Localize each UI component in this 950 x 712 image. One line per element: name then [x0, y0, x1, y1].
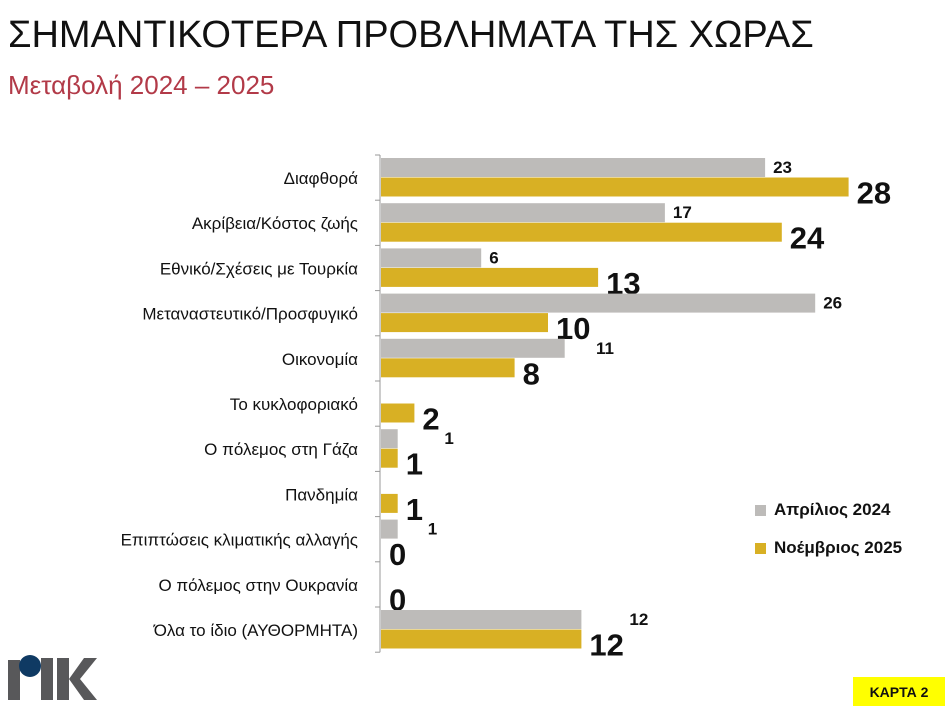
bar-november: [381, 493, 398, 513]
bar-april: [381, 248, 482, 268]
bar-november: [381, 222, 782, 242]
category-label: Ο πόλεμος στην Ουκρανία: [158, 576, 358, 595]
data-label-november: 1: [406, 447, 423, 482]
legend-label-april: Απρίλιος 2024: [774, 500, 891, 519]
page-title: ΣΗΜΑΝΤΙΚΟΤΕΡΑ ΠΡΟΒΛΗΜΑΤΑ ΤΗΣ ΧΩΡΑΣ: [8, 14, 814, 56]
data-label-november: 2: [422, 402, 439, 437]
data-label-november: 0: [389, 537, 406, 572]
data-label-april: 17: [673, 203, 692, 222]
category-label: Όλα το ίδιο (ΑΥΘΟΡΜΗΤΑ): [153, 621, 358, 640]
data-label-april: 11: [596, 339, 614, 358]
category-label: Επιπτώσεις κλιματικής αλλαγής: [121, 531, 358, 550]
legend-label-november: Νοέμβριος 2025: [774, 538, 903, 557]
category-label: Εθνικό/Σχέσεις με Τουρκία: [160, 259, 358, 278]
bar-november: [381, 358, 515, 378]
bar-april: [381, 519, 398, 539]
bar-november: [381, 313, 548, 333]
data-label-april: 23: [773, 158, 792, 177]
bar-april: [381, 610, 582, 629]
bar-november: [381, 448, 398, 468]
category-label: Μεταναστευτικό/Προσφυγικό: [142, 305, 358, 324]
category-label: Πανδημία: [285, 485, 358, 504]
legend-item-november: Νοέμβριος 2025: [755, 538, 902, 558]
bar-april: [381, 338, 565, 358]
data-label-november: 12: [589, 628, 623, 663]
category-label: Ο πόλεμος στη Γάζα: [204, 440, 358, 459]
data-label-november: 0: [389, 582, 406, 617]
data-label-april: 1: [444, 429, 453, 448]
legend-swatch-april: [755, 504, 766, 516]
data-label-november: 24: [790, 221, 825, 256]
bar-november: [381, 403, 415, 423]
page-subtitle: Μεταβολή 2024 – 2025: [8, 70, 275, 100]
data-label-april: 12: [629, 610, 648, 629]
bar-april: [381, 203, 665, 223]
bar-november: [381, 629, 582, 649]
data-label-november: 8: [523, 356, 540, 391]
bar-april: [381, 293, 816, 313]
data-label-november: 1: [406, 492, 423, 527]
legend-swatch-november: [755, 542, 766, 554]
category-label: Οικονομία: [282, 350, 358, 369]
data-label-november: 28: [857, 176, 891, 211]
data-label-april: 6: [489, 248, 498, 267]
bar-april: [381, 429, 398, 449]
category-label: Το κυκλοφοριακό: [230, 395, 358, 414]
bar-november: [381, 267, 599, 287]
data-label-april: 1: [428, 520, 437, 539]
data-label-april: 26: [823, 294, 842, 313]
bar-april: [381, 158, 766, 177]
category-label: Διαφθορά: [284, 169, 359, 188]
map-badge: ΚΑΡΤΑ 2: [853, 677, 945, 706]
category-label: Ακρίβεια/Κόστος ζωής: [192, 214, 358, 233]
legend-item-april: Απρίλιος 2024: [755, 500, 890, 520]
rik-logo: [8, 655, 97, 700]
bar-november: [381, 177, 849, 197]
